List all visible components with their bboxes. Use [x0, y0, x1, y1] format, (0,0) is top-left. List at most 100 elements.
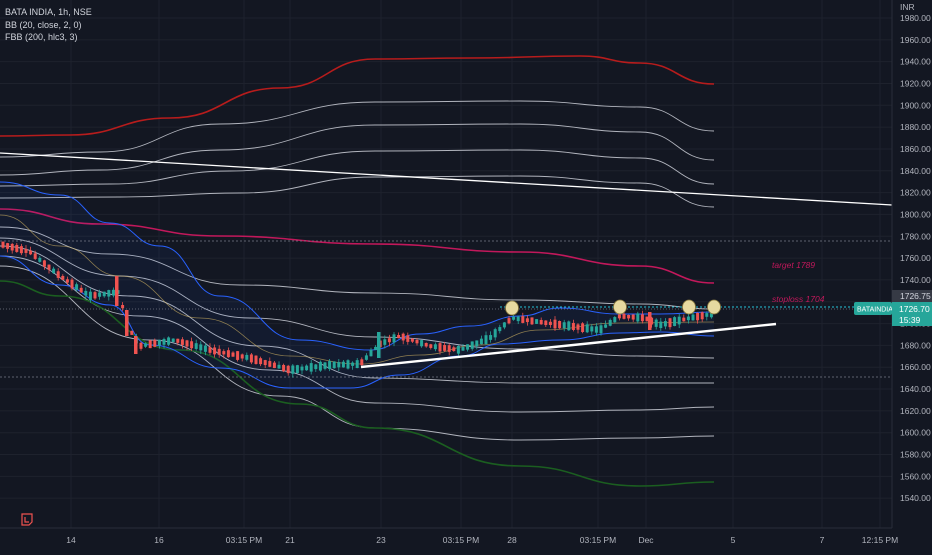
candle-body	[648, 312, 652, 330]
fbb-inner-line	[0, 100, 715, 158]
candle-body	[346, 360, 350, 369]
price-tick-label: 1900.00	[900, 100, 931, 110]
currency-label: INR	[900, 2, 915, 12]
candle-body	[360, 359, 364, 366]
candle-body	[709, 310, 713, 318]
price-tick-label: 1880.00	[900, 122, 931, 132]
candle-body	[300, 366, 304, 371]
candle-body	[203, 345, 207, 352]
candle-body	[79, 287, 83, 293]
candle-body	[502, 322, 506, 328]
fbb-inner-line	[0, 149, 715, 187]
candle-body	[286, 365, 290, 374]
candle-body	[337, 362, 341, 368]
legend-fbb[interactable]: FBB (200, hlc3, 3)	[5, 32, 78, 42]
drawings[interactable]: target 1789 stoploss 1704	[0, 152, 893, 369]
candle-body	[52, 268, 56, 274]
candle-body	[314, 364, 318, 370]
candle-body	[466, 344, 470, 350]
candle-body	[479, 338, 483, 345]
candle-body	[157, 339, 161, 346]
fbb-upper-line	[0, 55, 715, 137]
price-tick-label: 1840.00	[900, 166, 931, 176]
candle-body	[139, 342, 143, 349]
candle-body	[56, 271, 60, 278]
candle-body	[387, 338, 391, 343]
time-tick-label: 16	[154, 535, 164, 545]
candle-body	[42, 260, 46, 267]
price-tick-label: 1640.00	[900, 384, 931, 394]
candle-body	[447, 345, 451, 352]
level-tag-bg	[892, 290, 932, 302]
candle-body	[98, 292, 102, 297]
candle-body	[88, 291, 92, 301]
long-trendline	[0, 152, 893, 206]
resistance-touch-marker	[707, 299, 721, 315]
candle-body	[231, 352, 235, 357]
support-trendline	[360, 322, 777, 369]
time-axis[interactable]: 14 16 03:15 PM 21 23 03:15 PM 28 03:15 PM Dec 5 7 1…	[0, 527, 898, 550]
candle-body	[433, 344, 437, 350]
candle-body	[6, 243, 10, 249]
candle-body	[594, 326, 598, 333]
candle-body	[498, 327, 502, 332]
time-tick-label: 21	[285, 535, 295, 545]
candle-body	[75, 284, 79, 290]
resistance-touch-marker	[505, 300, 519, 316]
candle-body	[130, 330, 134, 335]
candle-body	[493, 329, 497, 338]
target-label: target 1789	[772, 260, 815, 270]
candle-body	[659, 321, 663, 329]
candle-body	[705, 313, 709, 317]
candle-body	[613, 317, 617, 323]
time-tick-label: Dec	[638, 535, 654, 545]
candle-body	[332, 361, 336, 369]
time-tick-label: 03:15 PM	[580, 535, 616, 545]
time-tick-label: 28	[507, 535, 517, 545]
candle-body	[259, 358, 263, 365]
candle-body	[240, 354, 244, 359]
time-tick-label: 12:15 PM	[862, 535, 898, 545]
last-price-tag-bg	[892, 302, 932, 326]
bb-fill	[0, 182, 714, 388]
price-tick-label: 1860.00	[900, 144, 931, 154]
candle-body	[636, 313, 640, 322]
legend-bb[interactable]: BB (20, close, 2, 0)	[5, 19, 82, 30]
candle-body	[249, 354, 253, 363]
candles[interactable]	[1, 241, 713, 378]
tradingview-logo-icon[interactable]	[20, 512, 34, 526]
legend-symbol[interactable]: BATA INDIA, 1h, NSE	[5, 7, 92, 17]
fbb-inner-line	[0, 123, 715, 176]
price-tick-label: 1980.00	[900, 13, 931, 23]
candle-body	[539, 319, 543, 325]
candle-body	[548, 321, 552, 325]
price-tick-label: 1680.00	[900, 340, 931, 350]
time-axis-bg	[0, 528, 892, 550]
candle-body	[19, 246, 23, 254]
candle-body	[364, 355, 368, 360]
candle-body	[484, 335, 488, 344]
candle-body	[263, 360, 267, 366]
candle-body	[691, 314, 695, 321]
price-tick-label: 1920.00	[900, 78, 931, 88]
fbb-inner-line	[0, 255, 715, 413]
candle-body	[507, 318, 511, 324]
time-tick-label: 5	[731, 535, 736, 545]
price-tick-label: 1740.00	[900, 275, 931, 285]
candle-body	[696, 312, 700, 321]
time-tick-label: 03:15 PM	[226, 535, 262, 545]
price-tick-label: 1540.00	[900, 493, 931, 503]
candle-body	[47, 264, 51, 270]
candle-body	[622, 313, 626, 319]
candle-body	[397, 335, 401, 339]
candle-body	[585, 324, 589, 333]
fbb-basis-line	[0, 208, 715, 284]
candle-body	[272, 362, 276, 369]
candle-body	[521, 316, 525, 323]
candle-body	[10, 243, 14, 251]
candle-body	[553, 319, 557, 329]
